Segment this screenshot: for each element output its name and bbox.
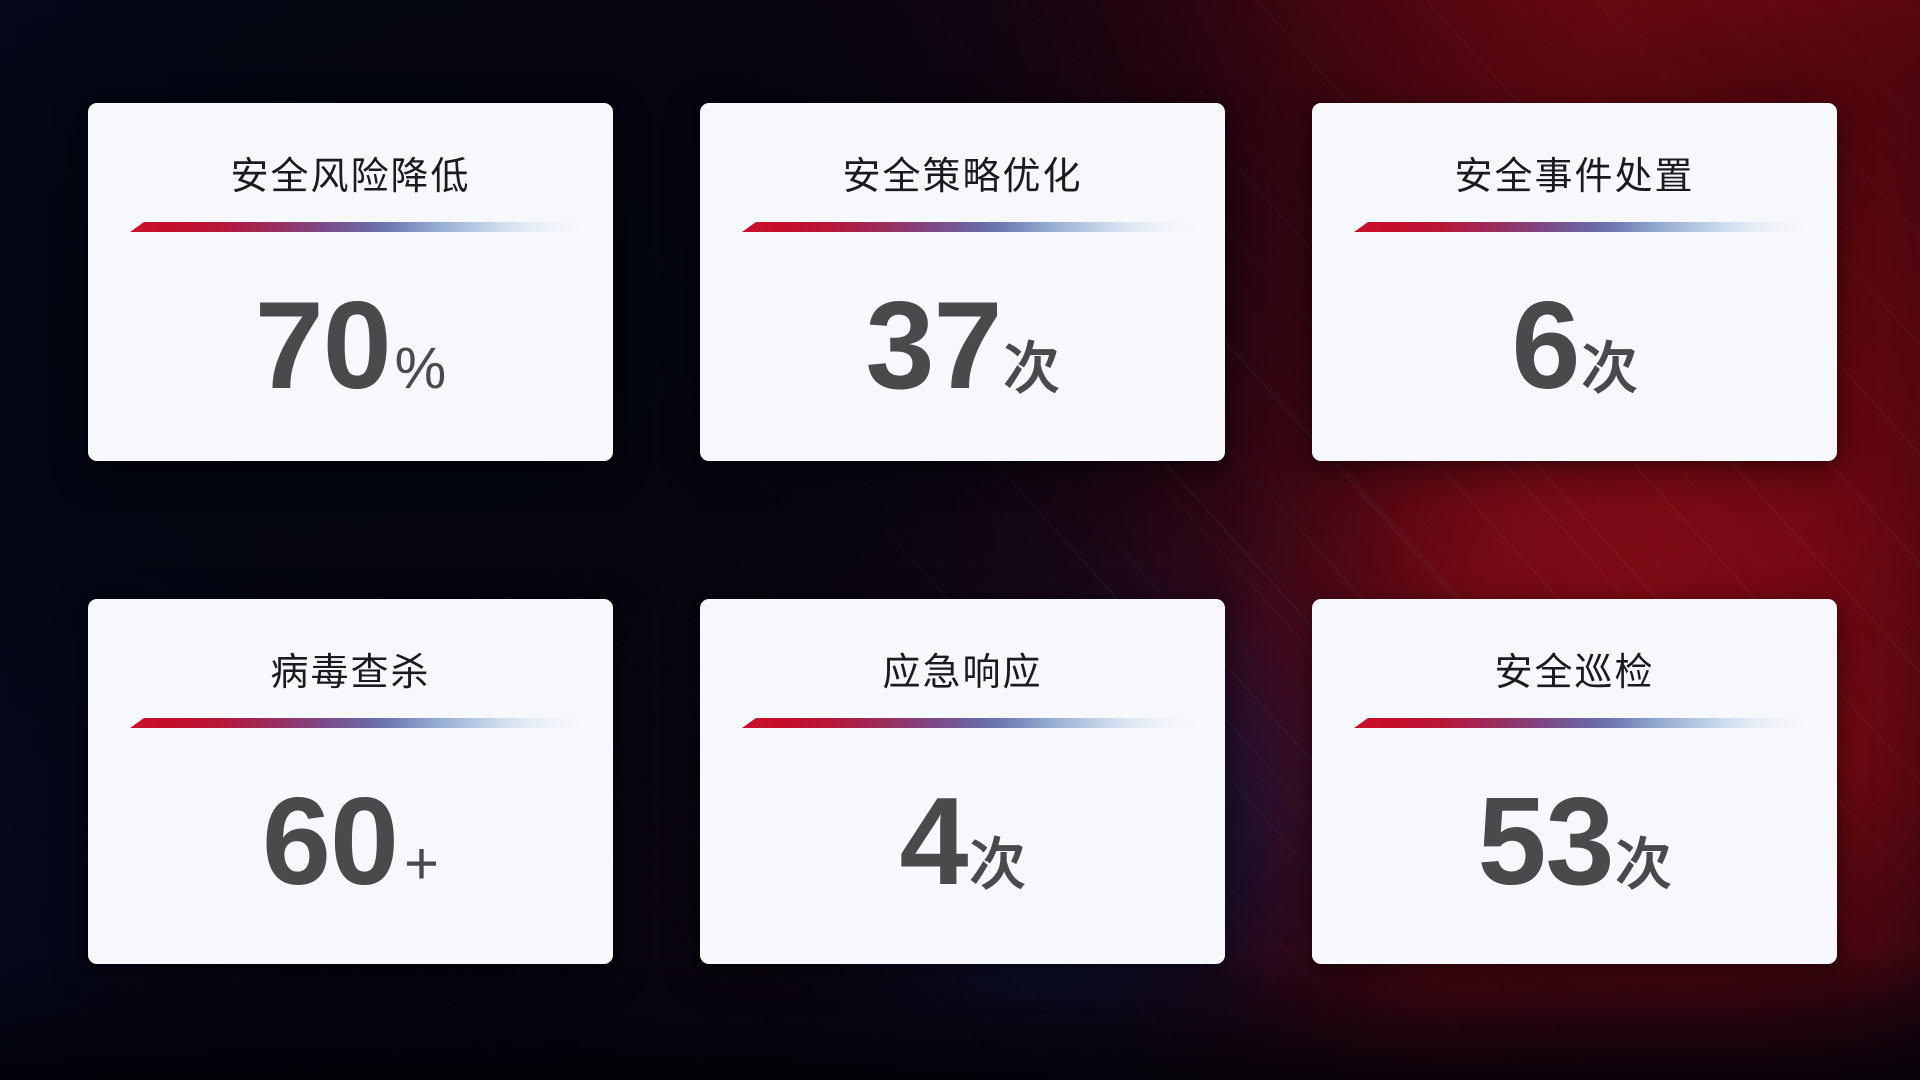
metric-card-title: 应急响应	[882, 650, 1043, 694]
divider-gradient-bar	[742, 718, 1212, 728]
divider-gradient-bar	[1354, 718, 1824, 728]
metric-card-divider	[742, 718, 1212, 728]
metric-value-number: 53	[1477, 773, 1615, 911]
metric-card-value-block: 70 %	[88, 284, 613, 408]
metric-card-divider	[1354, 718, 1824, 728]
metric-card-security-inspection[interactable]: 安全巡检 53 次	[1312, 599, 1837, 964]
metric-value-unit: %	[394, 336, 447, 401]
metric-value-number: 4	[899, 773, 969, 911]
metric-value-unit: 次	[1615, 833, 1672, 898]
divider-gradient-bar	[1354, 222, 1824, 232]
metric-value-number: 70	[254, 277, 392, 415]
metric-card-value-block: 60 +	[88, 780, 613, 904]
metric-card-security-policy-optimization[interactable]: 安全策略优化 37 次	[700, 103, 1225, 461]
metric-card-value-block: 53 次	[1312, 780, 1837, 904]
metric-value-number: 37	[865, 277, 1003, 415]
metric-card-divider	[742, 222, 1212, 232]
metric-card-security-incident-handling[interactable]: 安全事件处置 6 次	[1312, 103, 1837, 461]
metric-card-divider	[1354, 222, 1824, 232]
metric-card-title: 安全策略优化	[842, 154, 1083, 198]
divider-gradient-bar	[130, 718, 600, 728]
metric-value-unit: 次	[1003, 337, 1060, 402]
divider-gradient-bar	[130, 222, 600, 232]
background-bottom-fade	[0, 950, 1920, 1080]
metric-card-security-risk-reduction[interactable]: 安全风险降低 70 %	[88, 103, 613, 461]
metric-card-grid: 安全风险降低 70 % 安全策略优化 37 次 安全事件处置 6 次	[88, 103, 1837, 964]
metric-card-value-block: 37 次	[700, 284, 1225, 408]
metric-value-unit: 次	[1581, 337, 1638, 402]
metric-card-emergency-response[interactable]: 应急响应 4 次	[700, 599, 1225, 964]
metric-value-unit: +	[403, 830, 439, 897]
metric-card-divider	[130, 222, 600, 232]
metric-value-number: 6	[1511, 277, 1581, 415]
metric-card-title: 病毒查杀	[270, 650, 431, 694]
metric-card-value-block: 6 次	[1312, 284, 1837, 408]
metric-value-number: 60	[262, 773, 399, 911]
metric-card-value-block: 4 次	[700, 780, 1225, 904]
metric-card-virus-scanning[interactable]: 病毒查杀 60 +	[88, 599, 613, 964]
metric-card-title: 安全巡检	[1494, 650, 1655, 694]
metric-value-unit: 次	[969, 833, 1026, 898]
metric-card-title: 安全事件处置	[1454, 154, 1695, 198]
metric-card-divider	[130, 718, 600, 728]
divider-gradient-bar	[742, 222, 1212, 232]
metric-card-title: 安全风险降低	[230, 154, 471, 198]
